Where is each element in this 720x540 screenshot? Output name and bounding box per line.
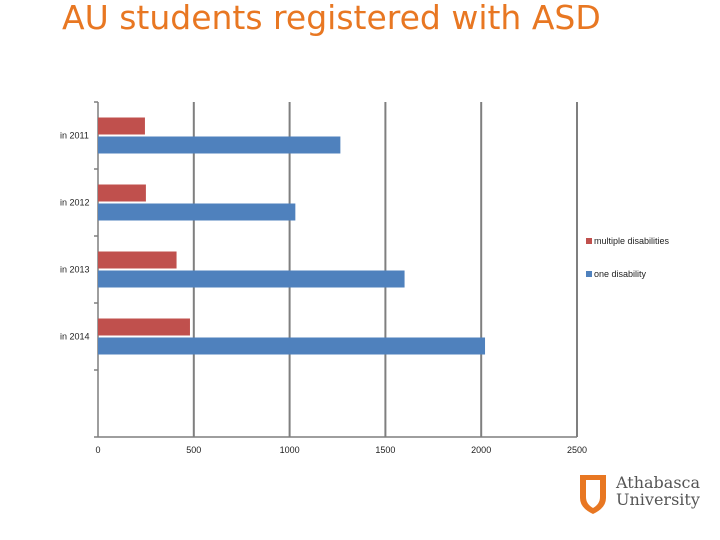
legend-swatch	[586, 238, 592, 244]
category-label: in 2012	[60, 198, 90, 208]
x-tick-label: 2000	[471, 445, 491, 455]
x-tick-label: 2500	[567, 445, 587, 455]
legend-swatch	[586, 271, 592, 277]
bar-multiple-disabilities	[98, 318, 190, 336]
bar-chart: 0 500 1000 1500 2000 2500 in 2011 in 2012 in 201…	[60, 101, 670, 455]
bar-multiple-disabilities	[98, 117, 145, 135]
x-tick-label: 500	[186, 445, 201, 455]
category-label: in 2011	[60, 131, 89, 141]
athabasca-university-logo: Athabasca University	[578, 472, 708, 518]
logo-text-line1: Athabasca	[616, 473, 701, 492]
category-label: in 2013	[60, 265, 90, 275]
bar-one-disability	[98, 337, 486, 355]
bar-multiple-disabilities	[98, 184, 146, 202]
legend-label: multiple disabilities	[594, 236, 670, 246]
x-tick-label: 0	[95, 445, 100, 455]
shield-icon	[580, 475, 606, 514]
x-tick-label: 1500	[375, 445, 395, 455]
logo-text-line2: University	[616, 490, 700, 509]
bar-multiple-disabilities	[98, 251, 177, 269]
bar-one-disability	[98, 270, 405, 288]
slide-title: AU students registered with ASD	[62, 0, 601, 37]
x-tick-label: 1000	[280, 445, 300, 455]
bar-one-disability	[98, 203, 296, 221]
legend-label: one disability	[594, 269, 647, 279]
bar-one-disability	[98, 136, 341, 154]
category-label: in 2014	[60, 332, 90, 342]
